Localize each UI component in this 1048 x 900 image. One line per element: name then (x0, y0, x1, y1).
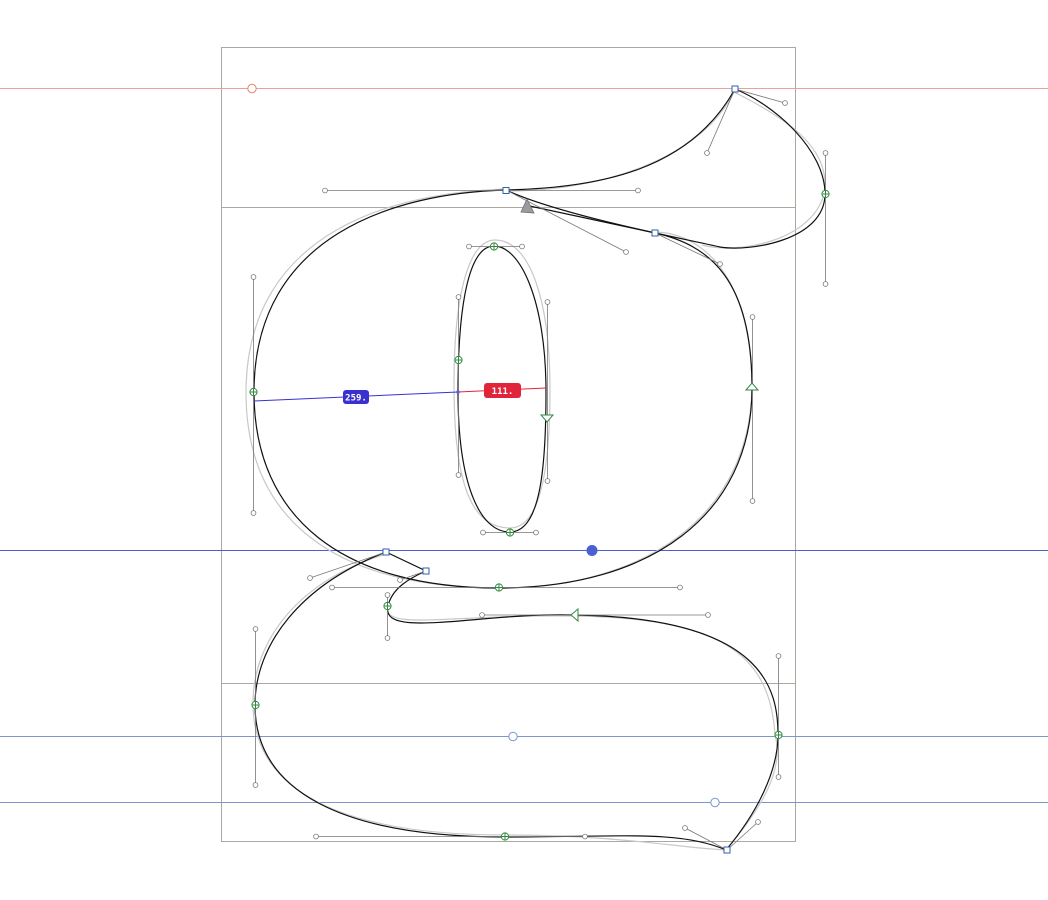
smooth-node-icon (505, 528, 515, 537)
smooth-node-icon (821, 189, 830, 199)
tangent-nodes[interactable] (539, 382, 760, 623)
smooth-node-icon (249, 387, 258, 397)
stem-measure-label: 259. (345, 394, 367, 404)
corner-nodes[interactable] (382, 85, 739, 854)
glyph-bounding-box (221, 47, 796, 842)
smooth-node-icon (383, 601, 392, 611)
corner-node-icon (731, 85, 739, 93)
corner-node-icon (382, 548, 390, 556)
stem-measure-badge (343, 390, 369, 404)
glyph-outline[interactable] (253, 88, 826, 851)
contour-start-arrow-icon[interactable] (520, 198, 535, 214)
corner-node-icon (651, 229, 659, 237)
smooth-node-icon (774, 730, 783, 740)
tangent-node-icon (744, 382, 760, 391)
smooth-node-icon (494, 583, 504, 592)
tangent-node-icon (570, 607, 579, 623)
corner-node-icon (502, 187, 510, 194)
smooth-node-icon (489, 242, 499, 251)
corner-node-icon (723, 846, 731, 854)
measurement-tool: 259. 111. (253, 383, 547, 404)
smooth-nodes[interactable] (249, 189, 830, 841)
smooth-node-icon (251, 700, 260, 710)
descender-guide-anchor-icon[interactable] (508, 731, 518, 742)
baseline-guide-anchor-icon[interactable] (586, 545, 598, 556)
tangent-node-icon (539, 414, 555, 423)
measure-intersection-icon (456, 390, 460, 394)
counter-measure-label: 111. (492, 387, 514, 397)
descender-guide-lower-anchor-icon[interactable] (710, 797, 720, 808)
corner-node-icon (422, 567, 430, 575)
metrics-box (221, 47, 796, 842)
smooth-node-icon (500, 832, 510, 841)
counter-measure-badge (484, 383, 521, 398)
ear-contour[interactable] (505, 88, 826, 249)
smooth-node-icon (454, 355, 463, 365)
link-and-loop-contour[interactable] (254, 551, 779, 851)
control-handles[interactable] (250, 88, 829, 851)
ascender-guide-anchor-icon[interactable] (247, 83, 257, 94)
